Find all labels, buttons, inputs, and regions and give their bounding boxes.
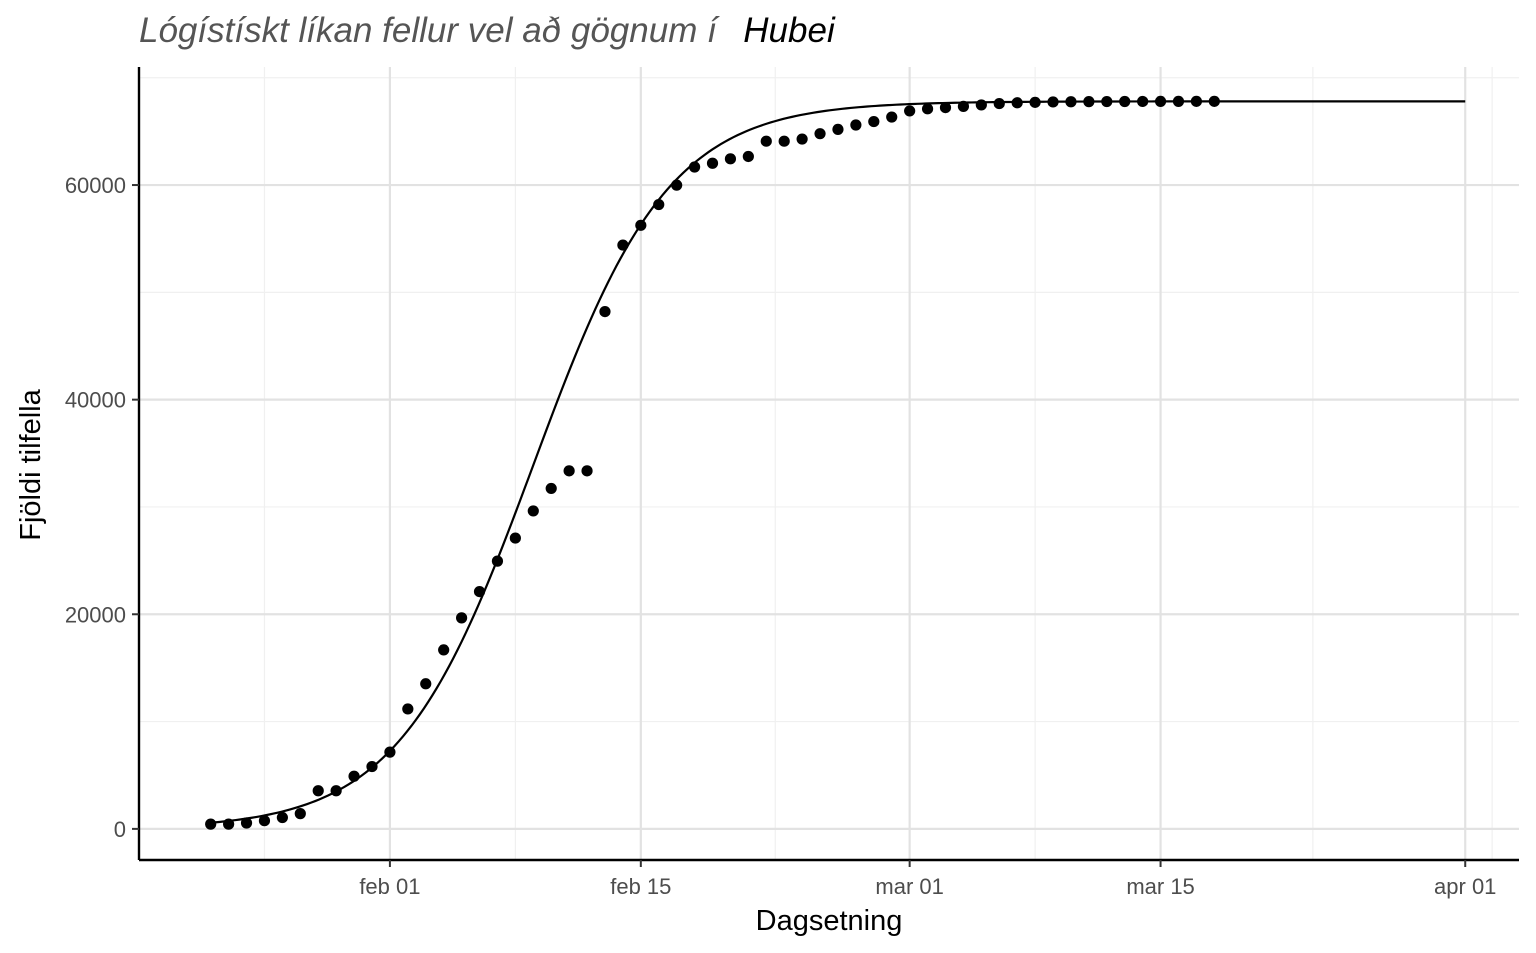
data-point (886, 111, 898, 123)
data-point (384, 746, 396, 758)
y-tick-label: 60000 (65, 173, 126, 198)
data-point (276, 811, 288, 824)
chart-title-main: Lógístískt líkan fellur vel að gögnum í (139, 11, 720, 50)
data-point (796, 133, 808, 145)
data-point (473, 586, 486, 598)
data-point (1154, 95, 1167, 107)
data-point (653, 198, 665, 211)
data-point (1011, 97, 1023, 109)
tick-labels: feb 01 feb 15 mar 01 mar 15 apr 01 0 20000 4000… (65, 173, 1497, 899)
data-point (904, 105, 916, 117)
data-point (366, 760, 378, 773)
chart-title-region: Hubei (743, 11, 836, 50)
data-point (223, 818, 235, 830)
data-point (312, 785, 324, 797)
x-tick-label: feb 01 (359, 874, 420, 899)
y-tick-label: 20000 (65, 602, 126, 627)
data-point (957, 100, 970, 112)
x-axis-title: Dagsetning (756, 905, 903, 937)
data-point (688, 161, 701, 173)
data-point (832, 123, 844, 135)
data-point (205, 818, 217, 830)
data-point (939, 101, 952, 114)
data-point (742, 150, 754, 163)
data-point (635, 219, 647, 231)
data-point (258, 815, 271, 827)
data-point (509, 532, 521, 544)
data-point (1172, 95, 1185, 107)
data-point (724, 153, 737, 165)
data-point (1119, 95, 1131, 108)
y-tick-label: 40000 (65, 388, 126, 413)
data-point (1101, 95, 1113, 108)
data-point (1208, 95, 1220, 107)
chart-title: Lógístískt líkan fellur vel að gögnum í … (139, 11, 836, 50)
data-point (1065, 96, 1077, 108)
data-point (438, 644, 450, 656)
axes (132, 67, 1519, 867)
data-point (671, 179, 683, 191)
data-point (330, 785, 342, 797)
data-point (993, 97, 1005, 110)
data-point (581, 465, 593, 477)
data-point (527, 505, 539, 517)
x-tick-label: feb 15 (610, 874, 671, 899)
logistic-fit-line (210, 100, 1466, 824)
data-point (975, 99, 987, 111)
data-point (921, 103, 934, 115)
data-point (599, 306, 611, 318)
x-tick-label: mar 15 (1126, 874, 1194, 899)
data-point (420, 678, 432, 690)
data-point (778, 135, 790, 147)
data-point (868, 115, 880, 128)
y-tick-label: 0 (114, 817, 126, 842)
data-point (1029, 96, 1041, 108)
data-point (563, 465, 575, 477)
data-point (850, 119, 862, 131)
data-point (491, 555, 504, 567)
data-point (348, 770, 360, 782)
data-point (294, 808, 306, 820)
data-point (240, 817, 253, 829)
data-point (617, 239, 629, 251)
logistic-fit-line-group (210, 100, 1466, 824)
data-point (1137, 95, 1149, 108)
data-point (1190, 95, 1202, 107)
data-point (545, 482, 557, 495)
grid-lines (139, 67, 1519, 860)
data-point (760, 135, 772, 147)
data-point (814, 128, 826, 140)
data-point (1047, 96, 1059, 108)
x-tick-label: apr 01 (1434, 874, 1496, 899)
y-axis-title: Fjöldi tilfella (15, 388, 47, 540)
data-point (1083, 96, 1095, 108)
data-points (205, 95, 1220, 830)
data-point (706, 157, 719, 169)
data-point (456, 612, 468, 624)
x-tick-label: mar 01 (875, 874, 943, 899)
data-point (402, 703, 414, 715)
